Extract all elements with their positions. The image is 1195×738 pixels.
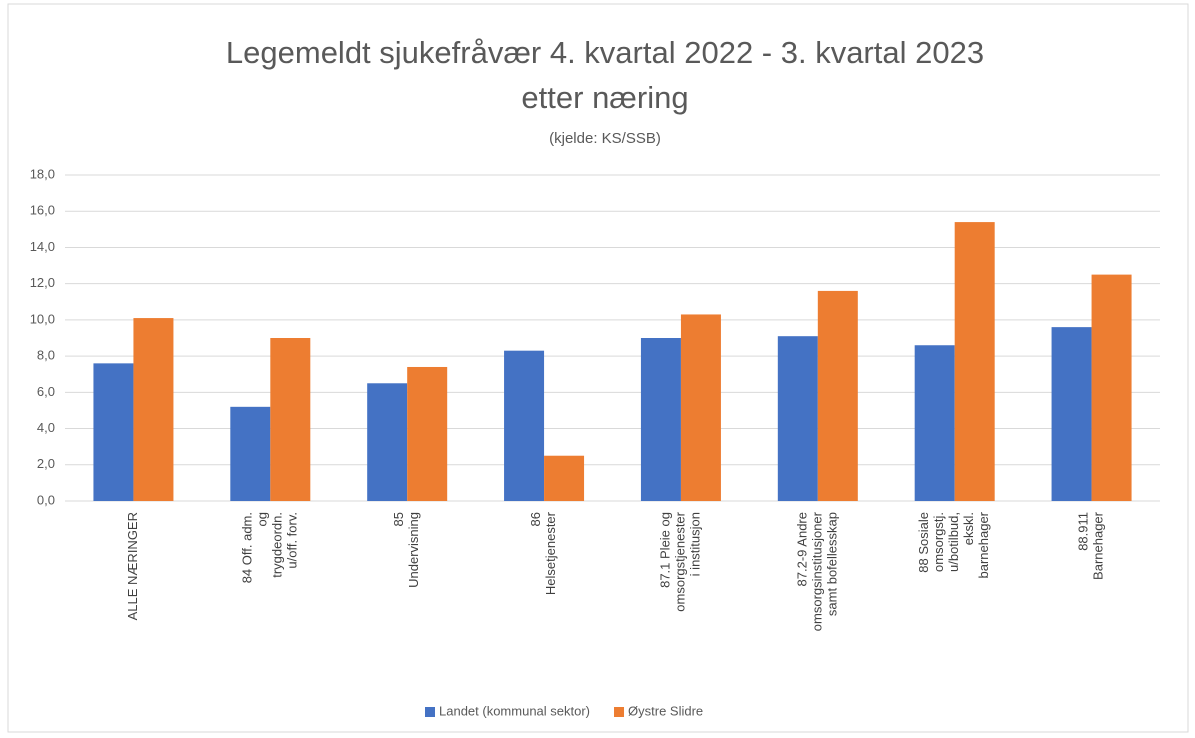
bar <box>1051 327 1092 501</box>
bar <box>817 290 858 501</box>
x-tick-label: og <box>254 512 269 526</box>
y-tick-label: 4,0 <box>37 420 55 435</box>
bar <box>1091 274 1132 501</box>
x-tick-label: 86 <box>528 512 543 526</box>
y-tick-label: 6,0 <box>37 384 55 399</box>
y-tick-label: 0,0 <box>37 492 55 507</box>
chart-source: (kjelde: KS/SSB) <box>549 130 661 147</box>
bar <box>954 222 995 502</box>
bar <box>640 338 681 501</box>
chart-title: Legemeldt sjukefråvær 4. kvartal 2022 - … <box>226 35 984 70</box>
bar <box>93 363 134 501</box>
bar <box>270 338 311 501</box>
y-tick-label: 16,0 <box>30 203 55 218</box>
x-tick-label: Undervisning <box>406 512 421 588</box>
bar <box>133 318 174 501</box>
x-tick-label: omsorgstjenester <box>672 511 687 611</box>
x-tick-label: omsorgsinstitusjoner <box>809 511 824 631</box>
bar <box>230 406 271 501</box>
legend-label: Øystre Slidre <box>628 703 703 718</box>
x-tick-label: 85 <box>391 512 406 526</box>
y-tick-label: 12,0 <box>30 275 55 290</box>
y-tick-label: 2,0 <box>37 456 55 471</box>
x-tick-label: 87.2-9 Andre <box>794 512 809 586</box>
bar <box>504 350 545 501</box>
bar <box>407 366 448 501</box>
y-tick-label: 18,0 <box>30 166 55 181</box>
x-tick-label: 87.1 Pleie og <box>657 512 672 588</box>
x-tick-label: samt bofellesskap <box>824 512 839 616</box>
y-tick-label: 14,0 <box>30 239 55 254</box>
x-tick-label: Barnehager <box>1091 511 1106 580</box>
x-tick-label: Helsetjenester <box>543 511 558 595</box>
legend-swatch <box>614 707 625 717</box>
x-tick-label: u/off. forv. <box>284 512 299 569</box>
y-tick-label: 10,0 <box>30 311 55 326</box>
x-tick-label: trygdeordn. <box>269 512 284 578</box>
x-tick-label: 88 Sosiale <box>916 512 931 573</box>
bar <box>367 383 408 501</box>
bar <box>544 455 585 501</box>
x-tick-label: 88.911 <box>1076 512 1091 551</box>
x-tick-label: 84 Off. adm. <box>239 512 254 583</box>
x-tick-label: u/botilbud, <box>946 512 961 572</box>
x-tick-label: ekskl. <box>961 512 976 545</box>
x-tick-label: omsorgstj. <box>931 512 946 572</box>
bar <box>680 314 721 501</box>
x-tick-label: i institusjon <box>687 512 702 576</box>
legend-swatch <box>425 707 435 717</box>
x-tick-label: barnehager <box>976 511 991 578</box>
bar <box>914 345 955 501</box>
y-tick-label: 8,0 <box>37 348 55 363</box>
chart-subtitle: etter næring <box>521 80 688 115</box>
bar <box>777 336 818 501</box>
legend-label: Landet (kommunal sektor) <box>439 703 590 718</box>
x-tick-label: ALLE NÆRINGER <box>125 512 140 620</box>
